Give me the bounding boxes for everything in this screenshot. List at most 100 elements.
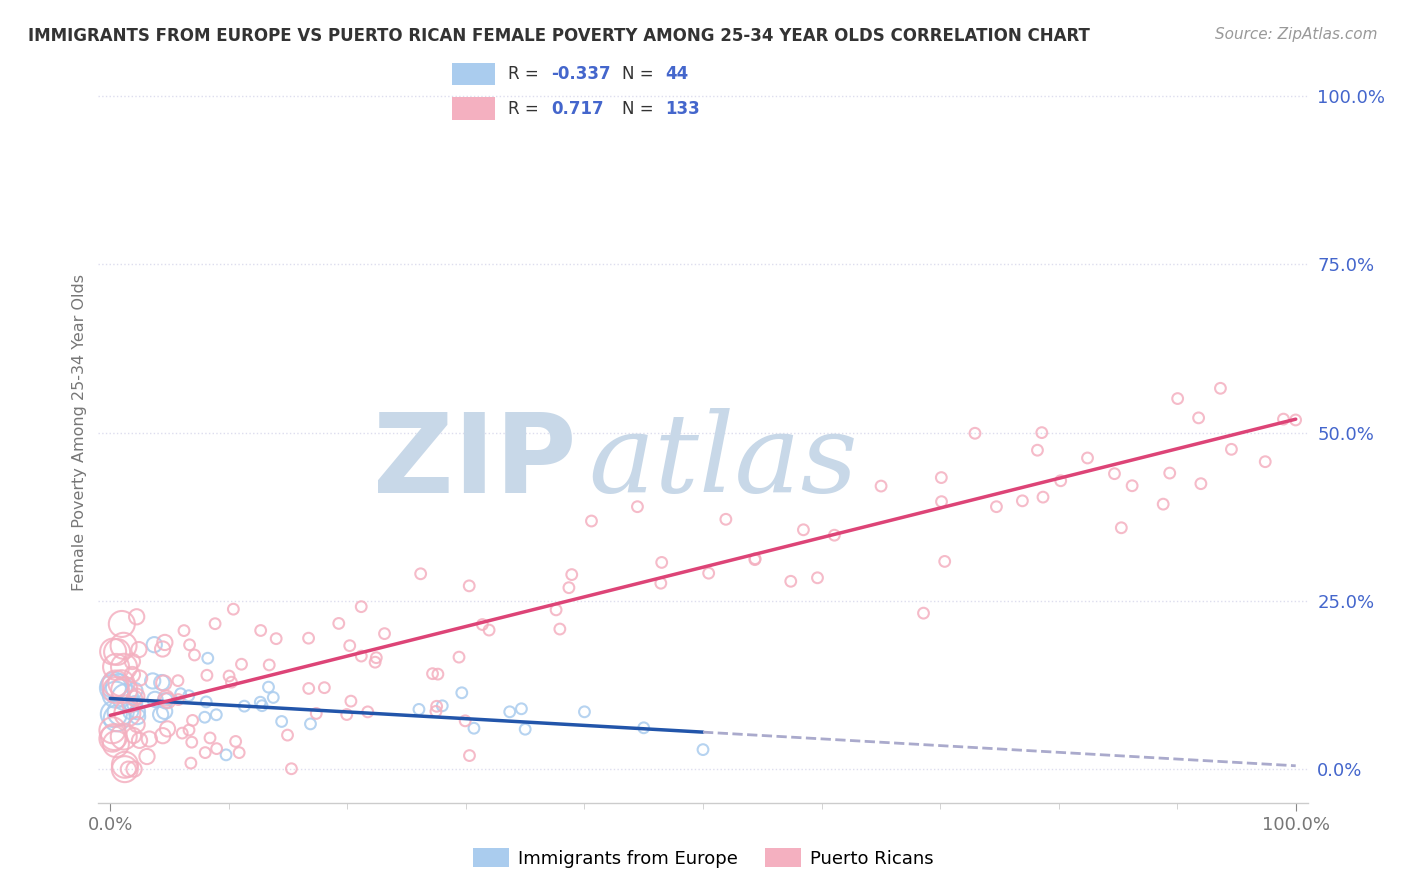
- Point: [108, 680, 131, 694]
- Point: [626, 500, 648, 514]
- Point: [792, 523, 814, 537]
- Point: [152, 729, 174, 743]
- Point: [222, 602, 245, 616]
- Point: [152, 642, 174, 657]
- Point: [172, 726, 194, 740]
- Legend: Immigrants from Europe, Puerto Ricans: Immigrants from Europe, Puerto Ricans: [472, 848, 934, 868]
- Point: [986, 500, 1008, 514]
- Point: [1032, 490, 1054, 504]
- Point: [1031, 425, 1053, 440]
- Point: [121, 667, 143, 681]
- Point: [103, 730, 125, 744]
- Point: [963, 426, 986, 441]
- Point: [124, 683, 146, 698]
- Point: [1189, 476, 1212, 491]
- Point: [276, 728, 298, 742]
- Point: [195, 695, 218, 709]
- Point: [432, 698, 454, 713]
- Point: [167, 673, 190, 688]
- Point: [458, 579, 481, 593]
- Point: [350, 649, 373, 664]
- Point: [112, 639, 135, 653]
- Point: [280, 762, 302, 776]
- Point: [1284, 413, 1306, 427]
- Point: [1167, 392, 1189, 406]
- Point: [250, 698, 273, 713]
- Text: N =: N =: [623, 65, 654, 83]
- Point: [422, 666, 444, 681]
- Point: [194, 746, 217, 760]
- Point: [340, 694, 363, 708]
- Point: [546, 603, 568, 617]
- Bar: [453, 97, 495, 120]
- Point: [510, 702, 533, 716]
- Point: [103, 707, 125, 722]
- Point: [450, 686, 472, 700]
- Point: [180, 735, 202, 749]
- Point: [183, 648, 205, 662]
- Point: [225, 734, 247, 748]
- Point: [149, 707, 172, 722]
- Text: R =: R =: [508, 65, 538, 83]
- Point: [114, 757, 136, 772]
- Point: [104, 688, 127, 702]
- Point: [408, 702, 430, 716]
- Point: [197, 651, 219, 665]
- Point: [744, 552, 766, 566]
- Point: [714, 512, 737, 526]
- Text: 133: 133: [665, 100, 700, 118]
- Point: [124, 697, 146, 711]
- Point: [328, 616, 350, 631]
- Text: -0.337: -0.337: [551, 65, 610, 83]
- Point: [128, 642, 150, 657]
- Point: [128, 671, 150, 685]
- Y-axis label: Female Poverty Among 25-34 Year Olds: Female Poverty Among 25-34 Year Olds: [72, 274, 87, 591]
- Point: [744, 551, 766, 566]
- Point: [231, 657, 253, 672]
- Point: [264, 632, 287, 646]
- Point: [548, 622, 571, 636]
- Point: [561, 567, 583, 582]
- Point: [581, 514, 603, 528]
- Point: [912, 606, 935, 620]
- Point: [125, 717, 148, 731]
- Point: [155, 691, 177, 706]
- Point: [169, 687, 191, 701]
- Point: [633, 721, 655, 735]
- Bar: [453, 62, 495, 86]
- Point: [779, 574, 801, 589]
- Point: [173, 624, 195, 638]
- Point: [117, 762, 139, 776]
- Point: [218, 669, 240, 683]
- Point: [297, 631, 319, 645]
- Point: [336, 707, 359, 722]
- Point: [1159, 466, 1181, 480]
- Point: [112, 730, 135, 744]
- Point: [1111, 521, 1133, 535]
- Point: [1076, 450, 1098, 465]
- Text: 44: 44: [665, 65, 689, 83]
- Text: 0.717: 0.717: [551, 100, 603, 118]
- Point: [697, 566, 720, 581]
- Point: [454, 714, 477, 728]
- Point: [1272, 412, 1295, 426]
- Point: [125, 689, 148, 703]
- Point: [305, 706, 328, 721]
- Point: [194, 710, 217, 724]
- Point: [177, 723, 200, 737]
- Point: [249, 695, 271, 709]
- Point: [101, 723, 124, 738]
- Point: [299, 717, 322, 731]
- Point: [177, 689, 200, 703]
- Point: [1104, 467, 1126, 481]
- Point: [138, 732, 160, 747]
- Point: [153, 704, 176, 718]
- Point: [195, 668, 218, 682]
- Point: [1209, 381, 1232, 395]
- Point: [458, 748, 481, 763]
- Point: [934, 554, 956, 568]
- Point: [181, 714, 204, 728]
- Point: [314, 681, 336, 695]
- Point: [101, 644, 124, 658]
- Point: [156, 693, 179, 707]
